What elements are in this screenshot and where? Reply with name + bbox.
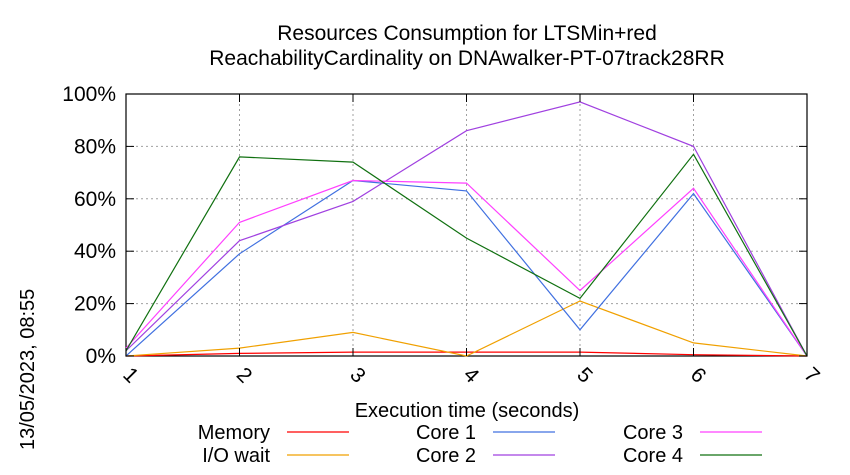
- y-axis-ticks: 0% 20% 40% 60% 80% 100%: [62, 83, 807, 368]
- x-tick-label: 4: [459, 363, 484, 388]
- x-tick-label: 7: [799, 363, 824, 388]
- legend-label: Core 2: [416, 445, 476, 467]
- series-line-core-4: [125, 153, 808, 357]
- legend-label: Core 1: [416, 422, 476, 444]
- series-line-core-1: [125, 179, 808, 357]
- legend-label: Core 3: [623, 422, 683, 444]
- grid: [126, 94, 807, 356]
- x-tick-label: 6: [686, 363, 711, 388]
- y-tick-label: 100%: [62, 83, 116, 106]
- legend-label: Memory: [198, 422, 270, 444]
- y-tick-label: 60%: [74, 188, 116, 211]
- legend-label: Core 4: [623, 445, 683, 467]
- x-tick-label: 3: [345, 363, 370, 388]
- chart-title-line1: Resources Consumption for LTSMin+red: [277, 22, 657, 45]
- y-tick-label: 80%: [74, 135, 116, 158]
- y-tick-label: 20%: [74, 293, 116, 316]
- x-tick-label: 2: [232, 363, 257, 388]
- x-tick-label: 1: [118, 363, 143, 388]
- series-line-core-3: [125, 179, 808, 357]
- series-line-core-2: [125, 101, 808, 357]
- timestamp: 13/05/2023, 08:55: [17, 289, 39, 450]
- chart-title-line2: ReachabilityCardinality on DNAwalker-PT-…: [209, 47, 724, 70]
- legend-label: I/O wait: [202, 445, 270, 467]
- y-tick-label: 40%: [74, 240, 116, 263]
- x-axis-label: Execution time (seconds): [355, 400, 580, 422]
- x-tick-label: 5: [572, 363, 597, 388]
- y-tick-label: 0%: [86, 345, 116, 368]
